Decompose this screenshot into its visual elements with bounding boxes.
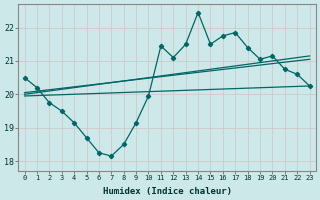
X-axis label: Humidex (Indice chaleur): Humidex (Indice chaleur) <box>103 187 232 196</box>
